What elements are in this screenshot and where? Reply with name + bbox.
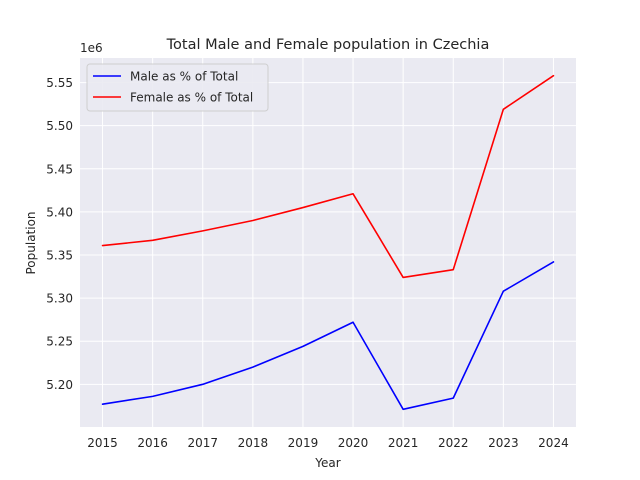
x-tick-label: 2019 <box>288 436 319 450</box>
y-tick-label: 5.25 <box>46 335 73 349</box>
series-line-female <box>101 74 555 279</box>
x-tick-label: 2021 <box>388 436 419 450</box>
x-tick-label: 2016 <box>137 436 168 450</box>
series-line-male <box>101 261 555 411</box>
chart-title: Total Male and Female population in Czec… <box>166 37 490 53</box>
legend: Male as % of Total Female as % of Total <box>86 63 269 112</box>
legend-box <box>86 63 269 112</box>
x-tick-label: 2017 <box>187 436 218 450</box>
x-axis-label: Year <box>314 456 340 470</box>
y-tick-label: 5.40 <box>46 205 73 219</box>
legend-label-female: Female as % of Total <box>130 91 253 105</box>
y-axis-label: Population <box>24 211 38 274</box>
x-tick-label: 2023 <box>488 436 519 450</box>
y-tick-label: 5.35 <box>46 249 73 263</box>
plot-background <box>80 58 576 427</box>
y-tick-label: 5.50 <box>46 119 73 133</box>
x-tick-label: 2024 <box>538 436 569 450</box>
grid-lines <box>80 58 576 427</box>
x-tick-label: 2018 <box>238 436 269 450</box>
x-tick-label: 2022 <box>438 436 469 450</box>
y-offset-label: 1e6 <box>80 41 103 55</box>
y-tick-label: 5.20 <box>46 378 73 392</box>
x-tick-label: 2015 <box>87 436 118 450</box>
series-lines <box>101 74 555 411</box>
x-tick-label: 2020 <box>338 436 369 450</box>
y-tick-label: 5.55 <box>46 76 73 90</box>
x-tick-labels: 2015 2016 2017 2018 2019 2020 2021 2022 2023 2024 <box>87 436 568 450</box>
y-tick-label: 5.30 <box>46 292 73 306</box>
legend-label-male: Male as % of Total <box>130 70 238 84</box>
y-tick-label: 5.45 <box>46 162 73 176</box>
y-tick-labels: 5.20 5.25 5.30 5.35 5.40 5.45 5.50 5.55 <box>46 76 73 392</box>
